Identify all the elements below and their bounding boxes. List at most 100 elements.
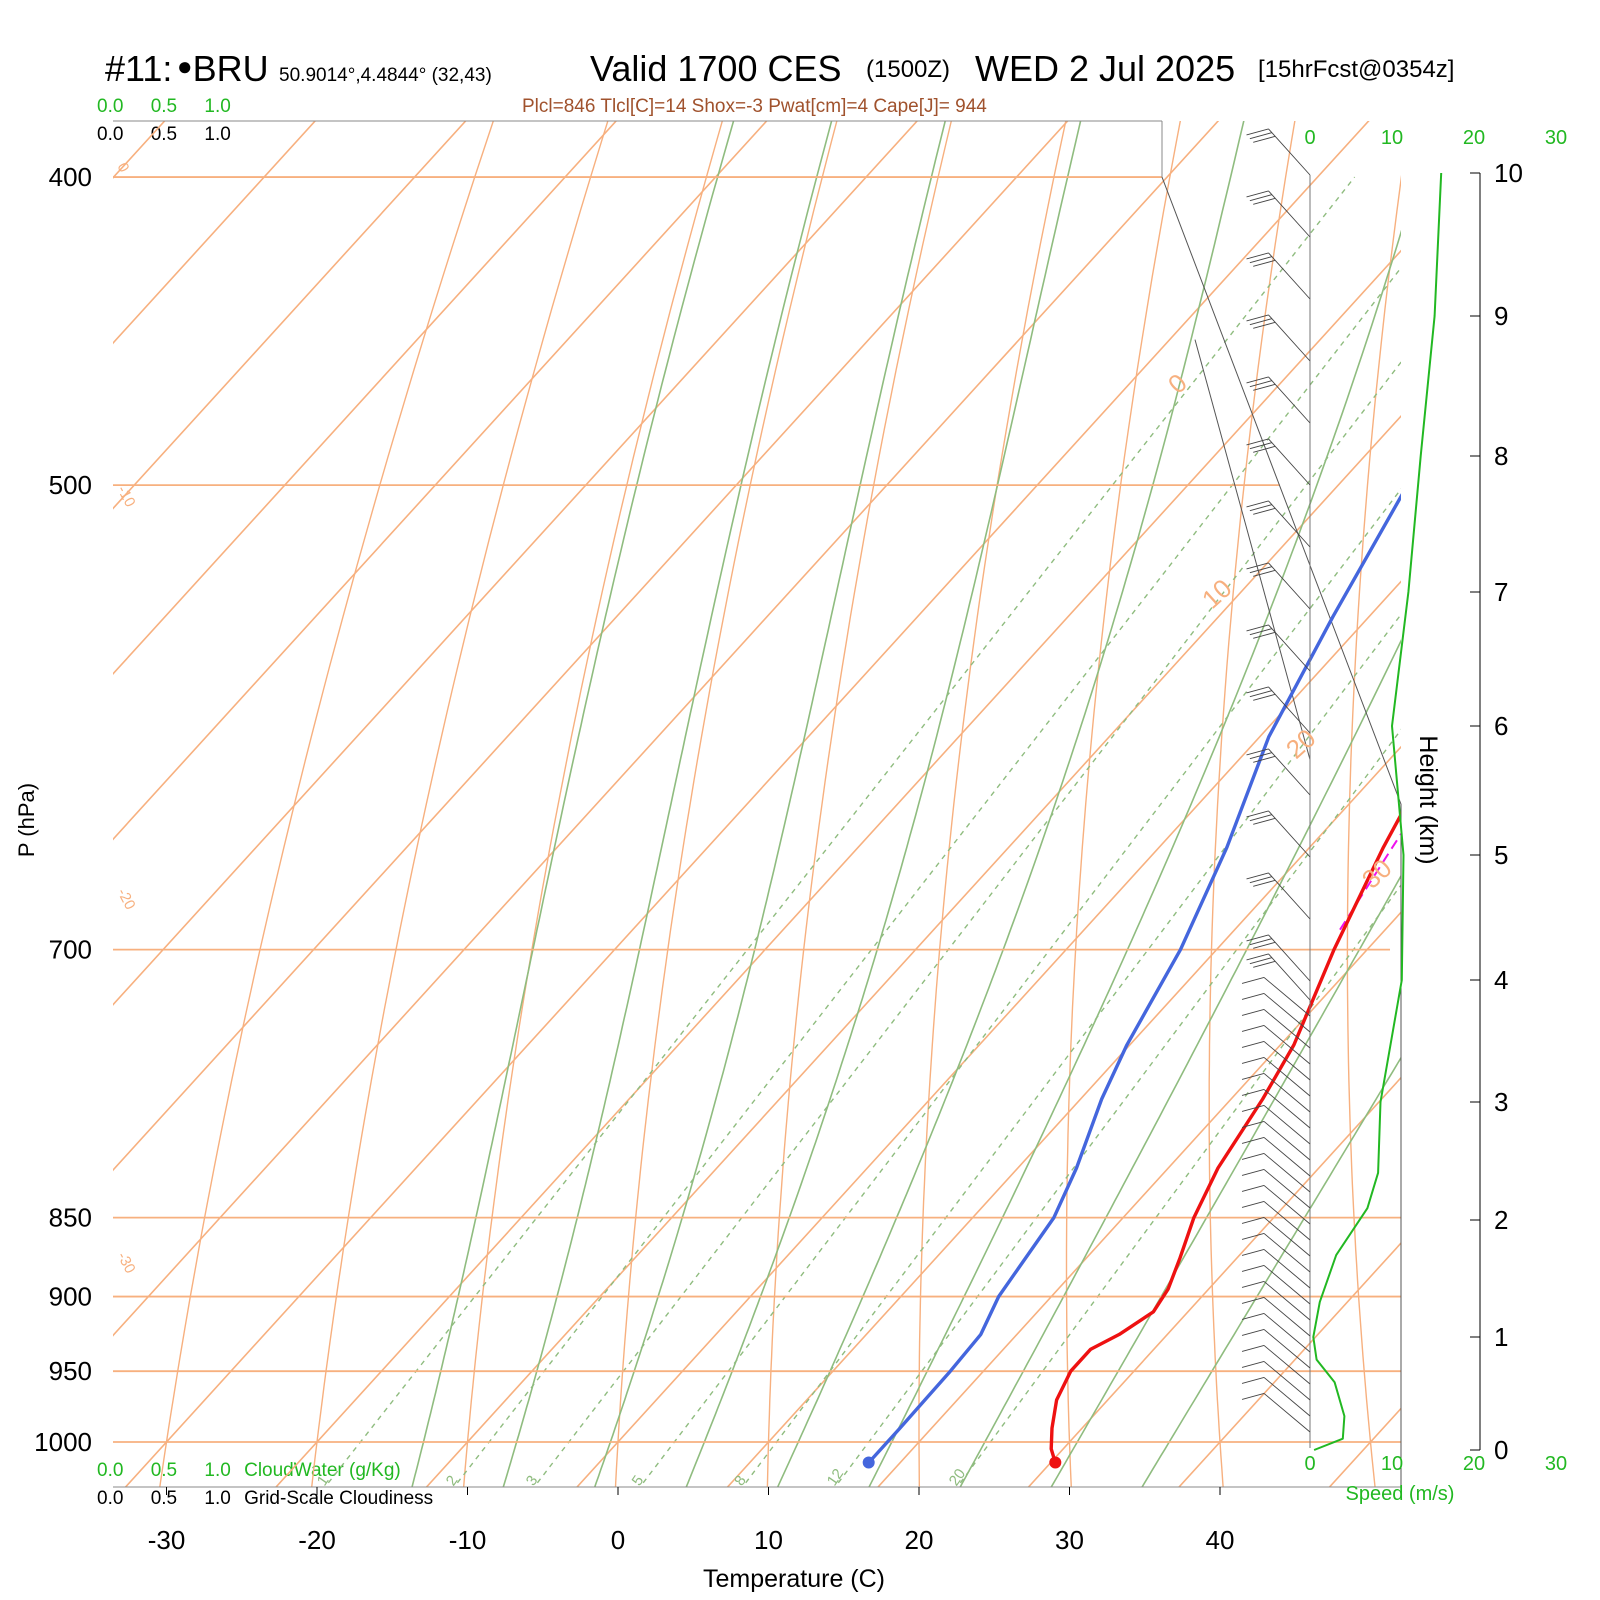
wind-barb-flag: [1246, 748, 1269, 756]
valid-time: Valid 1700 CES: [590, 48, 842, 89]
wind-barb-staff: [1268, 953, 1311, 1001]
wind-barb-flag: [1249, 132, 1272, 140]
pressure-tick-label: 1000: [34, 1427, 92, 1457]
wind-barb-staff: [1268, 686, 1311, 734]
x-tick-label: 30: [1055, 1525, 1084, 1555]
cw-bot-1: 0.5: [150, 1460, 178, 1481]
wind-barb-staff: [1263, 1249, 1311, 1289]
wind-barb-staff: [1263, 1297, 1311, 1337]
wind-barb-staff: [1263, 1121, 1311, 1161]
isotherm-line: [113, 121, 317, 345]
wind-barb-staff: [1263, 1233, 1311, 1273]
station-name: BRU: [192, 48, 269, 89]
wind-barb-staff: [1268, 376, 1311, 424]
wind-barb-staff: [1263, 1137, 1311, 1177]
wind-barb-flag: [1241, 1264, 1265, 1272]
isotherm-line: [726, 745, 1401, 1487]
utc-time: (1500Z): [866, 56, 951, 83]
wind-barb-staff: [1263, 1393, 1311, 1433]
temperature-line: [1049, 811, 1401, 1464]
height-tick-label: 10: [1494, 158, 1523, 188]
isotherm-line: [124, 121, 1370, 1487]
wind-speed-tick-bottom: 0: [1304, 1453, 1315, 1475]
cloudwater-scale-bottom: 0.0 0.5 1.0 CloudWater (g/Kg): [97, 1460, 401, 1482]
wind-speed-line: [1312, 172, 1443, 1451]
wind-barb-flag: [1246, 314, 1269, 322]
wind-barb-flag: [1241, 1024, 1265, 1032]
wind-speed-tick-top: 10: [1381, 127, 1403, 149]
title-line: #11: ●BRU 50.9014°,4.4844° (32,43): [105, 48, 492, 92]
wind-barb-staff: [1268, 190, 1311, 238]
wind-barb-flag: [1249, 566, 1272, 574]
wind-barb-flag: [1253, 960, 1276, 968]
cw-top-0: 0.0: [97, 96, 124, 117]
wind-barb-flag: [1253, 755, 1276, 763]
wind-barb-staff: [1263, 993, 1311, 1033]
wind-barb-flag: [1253, 135, 1276, 143]
height-tick-label: 0: [1494, 1435, 1508, 1465]
pressure-tick-label: 400: [49, 162, 92, 192]
isotherm-label-left: -20: [113, 885, 138, 912]
height-tick-label: 4: [1494, 965, 1508, 995]
wind-barb-flag: [1241, 1232, 1265, 1240]
wind-speed-tick-bottom: 10: [1381, 1453, 1403, 1475]
wind-barb-flag: [1246, 872, 1269, 880]
wind-barb-flag: [1246, 500, 1269, 508]
wind-barb-flag: [1249, 380, 1272, 388]
wind-barb-flag: [1246, 438, 1269, 446]
wind-barb-staff: [1263, 1185, 1311, 1225]
wind-barb-flag: [1249, 194, 1272, 202]
pressure-tick-label: 500: [49, 470, 92, 500]
wind-barb-staff: [1263, 1345, 1311, 1385]
frame-right-slant: [1161, 176, 1402, 1487]
isotherm-line: [1466, 0, 1600, 1503]
station-id: #11:: [105, 48, 173, 89]
y-axis-label: P (hPa): [14, 783, 39, 857]
mixing-ratio-line: [837, 728, 1401, 1484]
wind-barb-flag: [1253, 383, 1276, 391]
wind-barb-staff: [1263, 1313, 1311, 1353]
wind-speed-tick-bottom: 20: [1463, 1453, 1485, 1475]
mixing-ratio-line: [456, 266, 1401, 1484]
height-tick-label: 7: [1494, 577, 1508, 607]
wind-barb-flag: [1246, 190, 1269, 198]
height-tick-label: 8: [1494, 441, 1508, 471]
wind-barb-flag: [1241, 1248, 1265, 1256]
isotherm-line: [274, 249, 1401, 1487]
isotherm-line: [113, 121, 768, 841]
x-tick-label: -20: [298, 1525, 336, 1555]
x-tick-label: 40: [1206, 1525, 1235, 1555]
isotherm-label-left: -30: [113, 1249, 138, 1276]
wind-barb-flag: [1241, 1328, 1265, 1336]
wind-barb-flag: [1246, 953, 1269, 961]
wind-barb-flag: [1241, 1040, 1265, 1048]
height-tick-label: 1: [1494, 1322, 1508, 1352]
cl-bot-2: 1.0: [204, 1488, 231, 1509]
x-tick-label: 10: [754, 1525, 783, 1555]
wind-barb-flag: [1241, 1008, 1265, 1016]
height-tick-label: 2: [1494, 1205, 1508, 1235]
wind-barb-flag: [1249, 876, 1272, 884]
cloudiness-scale-bottom: 0.0 0.5 1.0 Grid-Scale Cloudiness: [97, 1488, 433, 1510]
wind-barb-flag: [1241, 1136, 1265, 1144]
valid-date: WED 2 Jul 2025: [975, 48, 1236, 89]
wind-barb-flag: [1241, 1376, 1265, 1384]
moist-adiabat: [685, 121, 1082, 1487]
wind-barb-flag: [1253, 507, 1276, 515]
wind-barb-staff: [1268, 562, 1311, 610]
wind-barb-staff: [1263, 1025, 1311, 1065]
cl-top-0: 0.0: [97, 124, 124, 145]
isotherm-line: [425, 414, 1401, 1487]
wind-barb-staff: [1263, 1009, 1311, 1049]
moist-adiabat: [411, 121, 735, 1487]
wind-barb-staff: [1263, 1377, 1311, 1417]
pressure-tick-label: 700: [49, 935, 92, 965]
wind-barb-flag: [1241, 1088, 1265, 1096]
wind-speed-tick-bottom: 30: [1545, 1453, 1567, 1475]
height-tick-label: 3: [1494, 1087, 1508, 1117]
moist-adiabat: [593, 121, 947, 1487]
wind-barb-staff: [1268, 438, 1311, 486]
wind-barb-staff: [1268, 500, 1311, 548]
isotherm-line: [113, 121, 919, 1006]
wind-barb-staff: [1263, 1153, 1311, 1193]
